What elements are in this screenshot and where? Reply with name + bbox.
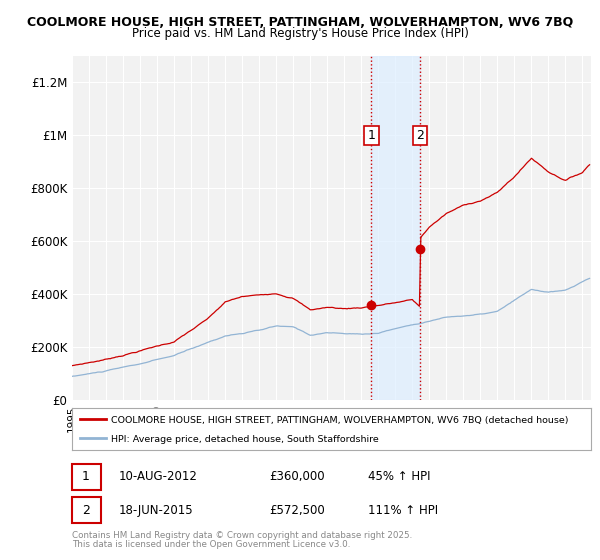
Text: 2: 2 bbox=[82, 503, 90, 517]
Text: 45% ↑ HPI: 45% ↑ HPI bbox=[368, 470, 430, 483]
Text: Contains HM Land Registry data © Crown copyright and database right 2025.: Contains HM Land Registry data © Crown c… bbox=[72, 531, 412, 540]
Text: COOLMORE HOUSE, HIGH STREET, PATTINGHAM, WOLVERHAMPTON, WV6 7BQ: COOLMORE HOUSE, HIGH STREET, PATTINGHAM,… bbox=[27, 16, 573, 29]
Text: This data is licensed under the Open Government Licence v3.0.: This data is licensed under the Open Gov… bbox=[72, 540, 350, 549]
Text: 2: 2 bbox=[416, 129, 424, 142]
Text: 18-JUN-2015: 18-JUN-2015 bbox=[119, 503, 193, 517]
Text: COOLMORE HOUSE, HIGH STREET, PATTINGHAM, WOLVERHAMPTON, WV6 7BQ (detached house): COOLMORE HOUSE, HIGH STREET, PATTINGHAM,… bbox=[111, 416, 568, 425]
Text: £360,000: £360,000 bbox=[269, 470, 325, 483]
FancyBboxPatch shape bbox=[72, 464, 101, 489]
Text: Price paid vs. HM Land Registry's House Price Index (HPI): Price paid vs. HM Land Registry's House … bbox=[131, 27, 469, 40]
Bar bbox=[371, 56, 420, 400]
Text: HPI: Average price, detached house, South Staffordshire: HPI: Average price, detached house, Sout… bbox=[111, 435, 379, 444]
Text: 1: 1 bbox=[368, 129, 376, 142]
Text: 10-AUG-2012: 10-AUG-2012 bbox=[119, 470, 197, 483]
Text: £572,500: £572,500 bbox=[269, 503, 325, 517]
Text: 111% ↑ HPI: 111% ↑ HPI bbox=[368, 503, 438, 517]
FancyBboxPatch shape bbox=[72, 497, 101, 523]
Text: 1: 1 bbox=[82, 470, 90, 483]
